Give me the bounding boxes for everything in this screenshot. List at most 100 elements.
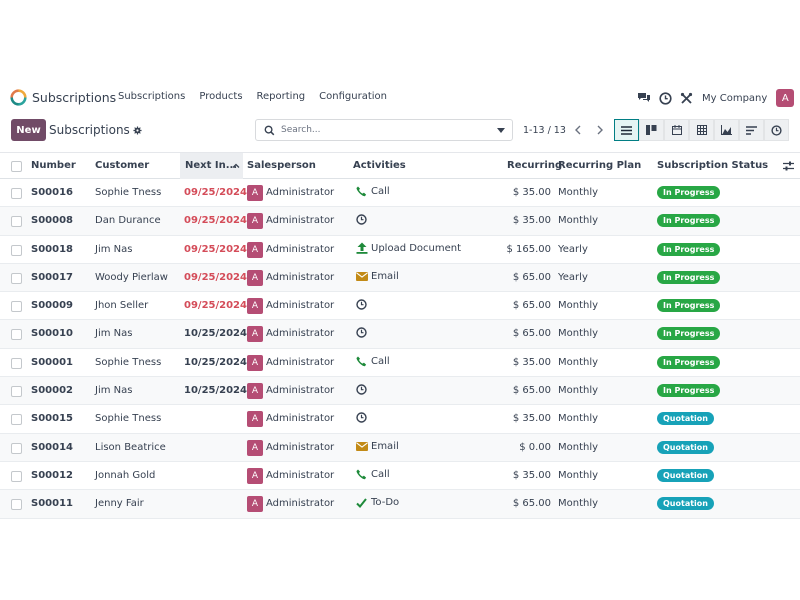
column-header-activities[interactable]: Activities [353, 160, 406, 171]
pivot-view-button[interactable] [689, 119, 714, 141]
menu-item-configuration[interactable]: Configuration [319, 91, 387, 102]
pager-value[interactable]: 1-13 / 13 [523, 125, 566, 136]
row-checkbox[interactable] [11, 386, 22, 398]
cell-activity[interactable]: To-Do [355, 496, 399, 509]
row-checkbox[interactable] [11, 272, 22, 284]
column-header-recurring-plan[interactable]: Recurring Plan [558, 160, 642, 171]
column-header-subscription-status[interactable]: Subscription Status [657, 160, 769, 171]
column-header-customer[interactable]: Customer [95, 160, 150, 171]
table-row[interactable]: S00002 Jim Nas 10/25/2024 A Administrator $ 6… [0, 377, 800, 406]
pager-previous-button[interactable] [569, 121, 587, 139]
table-row[interactable]: S00015 Sophie Tness A Administrator $ 35.00 M… [0, 405, 800, 434]
row-checkbox[interactable] [11, 499, 22, 511]
column-header-recurring[interactable]: Recurring [507, 160, 563, 171]
row-checkbox[interactable] [11, 188, 22, 199]
row-checkbox[interactable] [11, 301, 22, 313]
row-checkbox[interactable] [11, 470, 22, 482]
salesperson-avatar: A [247, 439, 263, 456]
company-switcher[interactable]: My Company [702, 92, 768, 104]
cell-activity[interactable] [355, 326, 371, 339]
clock-icon[interactable] [658, 91, 672, 105]
subscriptions-logo-icon [10, 89, 27, 106]
user-avatar[interactable]: A [776, 89, 795, 107]
cell-number: S00015 [31, 413, 73, 425]
cell-next-invoice: 09/25/2024 [184, 271, 247, 283]
cell-activity[interactable]: Call [355, 185, 390, 198]
check-icon [355, 496, 368, 509]
activity-view-button[interactable] [764, 119, 789, 141]
menu-item-subscriptions[interactable]: Subscriptions [118, 91, 186, 102]
table-row[interactable]: S00016 Sophie Tness 09/25/2024 A Administrat… [0, 179, 800, 208]
cell-recurring: $ 65.00 [512, 498, 551, 510]
cohort-view-button[interactable] [739, 119, 764, 141]
chevron-left-icon [575, 125, 581, 135]
kanban-view-button[interactable] [639, 119, 664, 141]
row-checkbox[interactable] [11, 244, 22, 256]
table-row[interactable]: S00011 Jenny Fair A Administrator To-Do $ 65.… [0, 490, 800, 519]
cell-activity[interactable]: Email [355, 440, 399, 453]
cell-activity[interactable] [355, 298, 371, 311]
cell-customer: Woody Pierlaw [95, 271, 168, 283]
activity-label: Upload Document [371, 242, 462, 254]
column-header-next-invoice[interactable]: Next In... [185, 160, 238, 171]
status-badge: Quotation [657, 412, 714, 426]
row-checkbox[interactable] [11, 442, 22, 454]
table-row[interactable]: S00012 Jonnah Gold A Administrator Call $ 35.… [0, 462, 800, 491]
column-header-number[interactable]: Number [31, 160, 76, 171]
new-button[interactable]: New [11, 119, 46, 141]
search-input[interactable] [281, 125, 481, 135]
clock-icon [355, 298, 368, 311]
cell-salesperson: Administrator [266, 271, 335, 283]
table-row[interactable]: S00010 Jim Nas 10/25/2024 A Administrator $ 6… [0, 320, 800, 349]
cell-recurring: $ 65.00 [512, 271, 551, 283]
cell-number: S00018 [31, 243, 73, 255]
cell-activity[interactable] [355, 411, 371, 424]
chat-icon[interactable] [637, 91, 651, 105]
table-row[interactable]: S00017 Woody Pierlaw 09/25/2024 A Administra… [0, 263, 800, 293]
table-row[interactable]: S00014 Lison Beatrice A Administrator Email $… [0, 433, 800, 462]
app-brand[interactable]: Subscriptions [10, 89, 116, 106]
cell-recurring-plan: Monthly [558, 328, 599, 340]
graph-view-button[interactable] [714, 119, 739, 141]
select-all-checkbox[interactable] [11, 161, 22, 172]
cell-activity[interactable]: Call [355, 355, 390, 368]
column-header-salesperson[interactable]: Salesperson [247, 160, 316, 171]
cell-number: S00014 [31, 441, 73, 453]
cell-activity[interactable]: Upload Document [355, 242, 461, 255]
pager-next-button[interactable] [591, 121, 609, 139]
cell-next-invoice: 09/25/2024 [184, 243, 247, 255]
cell-activity[interactable]: Call [355, 468, 390, 481]
cell-customer: Sophie Tness [95, 187, 162, 198]
status-badge: In Progress [657, 270, 721, 284]
calendar-view-icon [671, 125, 682, 135]
row-checkbox[interactable] [11, 329, 22, 341]
cell-activity[interactable] [355, 213, 371, 226]
menu-item-products[interactable]: Products [199, 91, 243, 102]
row-checkbox[interactable] [11, 216, 22, 228]
calendar-view-button[interactable] [664, 119, 689, 141]
systray: My Company A [637, 89, 795, 107]
cell-activity[interactable] [355, 383, 371, 396]
list-view-button[interactable] [614, 119, 639, 141]
table-row[interactable]: S00008 Dan Durance 09/25/2024 A Administrato… [0, 207, 800, 236]
clock-icon [355, 213, 368, 226]
table-row[interactable]: S00001 Sophie Tness 10/25/2024 A Administrat… [0, 349, 800, 378]
menu-item-reporting[interactable]: Reporting [256, 91, 306, 102]
tools-icon[interactable] [679, 91, 693, 105]
row-checkbox[interactable] [11, 357, 22, 369]
cell-customer: Sophie Tness [95, 356, 162, 368]
cell-salesperson: Administrator [266, 469, 335, 481]
salesperson-avatar: A [247, 467, 263, 484]
gear-icon[interactable] [133, 125, 142, 135]
salesperson-avatar: A [247, 241, 263, 258]
email-icon [355, 440, 368, 453]
search-options-toggle[interactable] [490, 120, 512, 140]
cell-next-invoice: 09/25/2024 [184, 215, 247, 227]
cell-activity[interactable]: Email [355, 270, 399, 283]
cell-salesperson: Administrator [266, 413, 335, 425]
optional-columns-icon[interactable] [783, 161, 794, 171]
table-row[interactable]: S00009 Jhon Seller 09/25/2024 A Administrato… [0, 292, 800, 321]
cell-recurring-plan: Monthly [558, 300, 599, 312]
row-checkbox[interactable] [11, 414, 22, 426]
table-row[interactable]: S00018 Jim Nas 09/25/2024 A Administrator Upl… [0, 236, 800, 264]
